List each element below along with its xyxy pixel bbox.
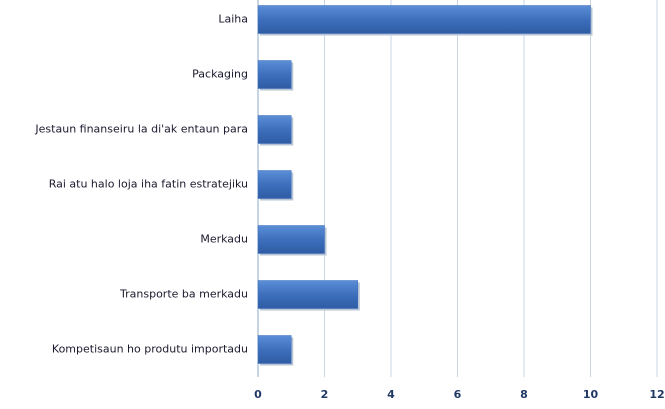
- x-tick-label: 4: [387, 388, 395, 401]
- y-tick-label: Kompetisaun ho produtu importadu: [52, 343, 248, 356]
- y-tick-label: Rai atu halo loja iha fatin estratejiku: [49, 178, 248, 191]
- bar: [257, 170, 292, 199]
- bar: [257, 115, 292, 144]
- x-tick-label: 12: [649, 388, 664, 401]
- bar: [257, 280, 358, 309]
- y-tick-label: Laiha: [218, 13, 248, 26]
- bar: [257, 5, 591, 34]
- x-tick-label: 2: [321, 388, 329, 401]
- y-tick-label: Merkadu: [200, 233, 248, 246]
- bar: [257, 335, 292, 364]
- y-tick-label: Jestaun finanseiru la di'ak entaun para: [34, 123, 248, 136]
- x-tick-label: 6: [454, 388, 462, 401]
- x-tick-label: 10: [583, 388, 599, 401]
- x-tick-label: 8: [520, 388, 528, 401]
- bar: [257, 225, 325, 254]
- y-tick-label: Packaging: [192, 68, 248, 81]
- bar: [257, 60, 292, 89]
- y-tick-label: Transporte ba merkadu: [119, 288, 248, 301]
- x-tick-label: 0: [254, 388, 262, 401]
